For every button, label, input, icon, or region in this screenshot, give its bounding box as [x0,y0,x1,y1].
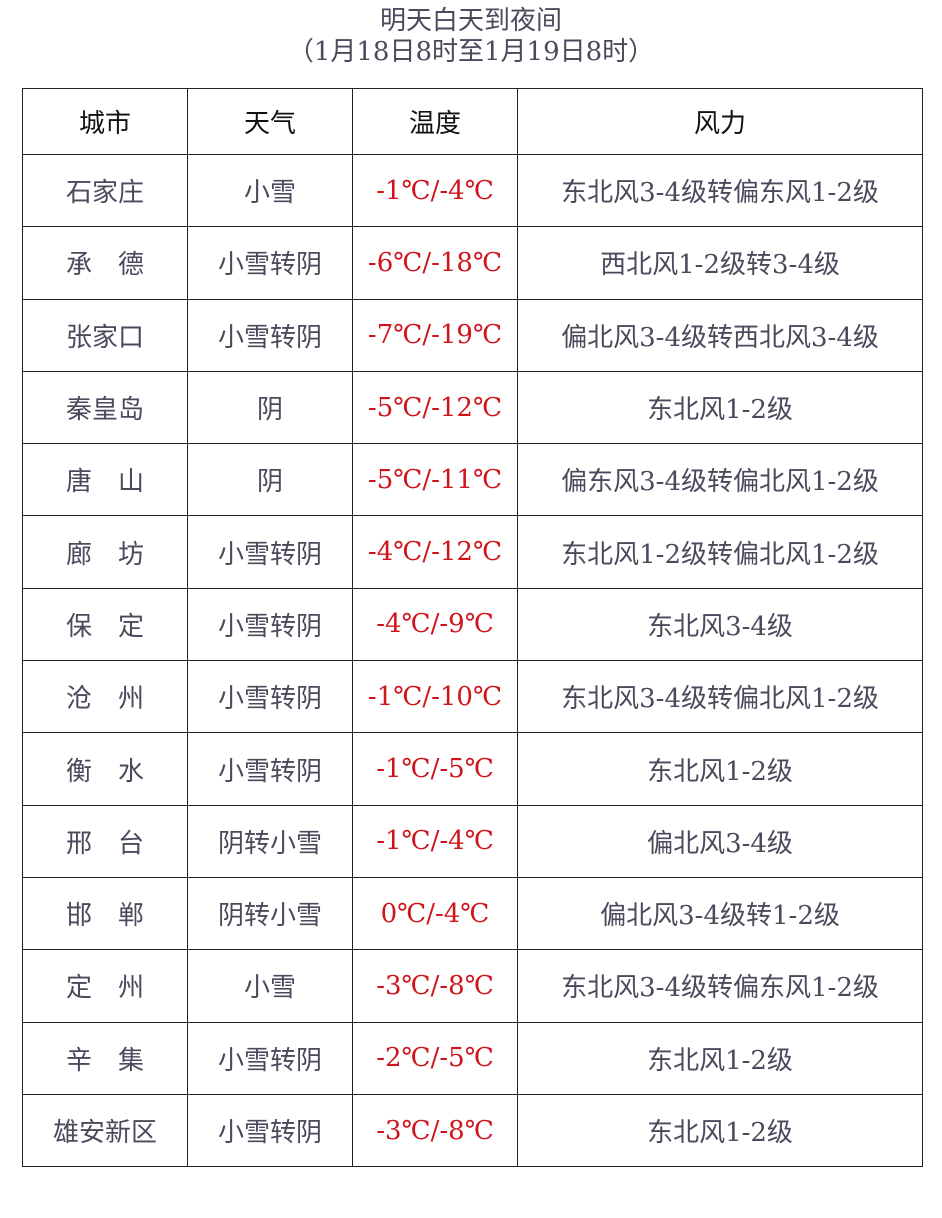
wind-cell: 东北风1-2级 [517,1021,923,1095]
weather-cell: 小雪转阴 [187,226,353,300]
table-header-row: 城市 天气 温度 风力 [22,88,923,155]
city-cell: 张家口 [22,298,188,372]
city-cell: 唐 山 [22,443,188,517]
table-row: 沧 州小雪转阴 -1℃/-10℃ 东北风3-4级转偏北风1-2级 [22,660,923,734]
weather-cell: 阴 [187,443,353,517]
wind-cell: 东北风3-4级转偏东风1-2级 [517,949,923,1023]
table-row: 定 州小雪 -3℃/-8℃ 东北风3-4级转偏东风1-2级 [22,949,923,1023]
temperature-cell: -1℃/-4℃ [352,804,518,878]
wind-cell: 偏东风3-4级转偏北风1-2级 [517,443,923,517]
wind-cell: 偏北风3-4级 [517,804,923,878]
city-cell: 邢 台 [22,804,188,878]
header-wind: 风力 [517,88,923,155]
temperature-cell: -1℃/-10℃ [352,660,518,734]
table-row: 石家庄 小雪 -1℃/-4℃ 东北风3-4级转偏东风1-2级 [22,153,923,228]
city-cell: 定 州 [22,949,188,1023]
city-cell: 衡 水 [22,732,188,806]
weather-cell: 小雪转阴 [187,515,353,589]
table-row: 承 德小雪转阴 -6℃/-18℃ 西北风1-2级转3-4级 [22,226,923,300]
city-cell: 保 定 [22,587,188,662]
temperature-cell: -3℃/-8℃ [352,949,518,1023]
city-cell: 邯 郸 [22,876,188,951]
temperature-cell: -7℃/-19℃ [352,298,518,372]
city-cell: 石家庄 [22,153,188,228]
table-row: 邯 郸阴转小雪 0℃/-4℃ 偏北风3-4级转1-2级 [22,876,923,951]
temperature-cell: -5℃/-12℃ [352,370,518,445]
header-city: 城市 [22,88,188,155]
wind-cell: 东北风1-2级 [517,1093,923,1168]
table-row: 邢 台阴转小雪 -1℃/-4℃ 偏北风3-4级 [22,804,923,878]
temperature-cell: -4℃/-12℃ [352,515,518,589]
temperature-cell: -2℃/-5℃ [352,1021,518,1095]
city-cell: 辛 集 [22,1021,188,1095]
city-cell: 承 德 [22,226,188,300]
weather-cell: 小雪 [187,153,353,228]
table-row: 秦皇岛阴 -5℃/-12℃ 东北风1-2级 [22,370,923,445]
table-row: 张家口 小雪转阴 -7℃/-19℃ 偏北风3-4级转西北风3-4级 [22,298,923,372]
temperature-cell: -1℃/-4℃ [352,153,518,228]
header-weather: 天气 [187,88,353,155]
temperature-cell: -3℃/-8℃ [352,1093,518,1168]
table-row: 雄安新区 小雪转阴 -3℃/-8℃ 东北风1-2级 [22,1093,923,1168]
header-temperature: 温度 [352,88,518,155]
wind-cell: 东北风1-2级转偏北风1-2级 [517,515,923,589]
temperature-cell: -5℃/-11℃ [352,443,518,517]
table-row: 辛 集小雪转阴 -2℃/-5℃ 东北风1-2级 [22,1021,923,1095]
weather-cell: 小雪转阴 [187,298,353,372]
weather-cell: 阴转小雪 [187,876,353,951]
weather-cell: 小雪转阴 [187,1093,353,1168]
document-subtitle: （1月18日8时至1月19日8时） [287,37,655,67]
table-row: 衡 水小雪转阴 -1℃/-5℃ 东北风1-2级 [22,732,923,806]
weather-cell: 小雪转阴 [187,732,353,806]
wind-cell: 东北风1-2级 [517,370,923,445]
city-cell: 雄安新区 [22,1093,188,1168]
city-cell: 沧 州 [22,660,188,734]
table-row: 保 定小雪转阴 -4℃/-9℃ 东北风3-4级 [22,587,923,662]
weather-cell: 阴转小雪 [187,804,353,878]
weather-cell: 小雪转阴 [187,660,353,734]
city-cell: 廊 坊 [22,515,188,589]
weather-cell: 小雪 [187,949,353,1023]
wind-cell: 东北风1-2级 [517,732,923,806]
weather-cell: 小雪转阴 [187,1021,353,1095]
temperature-cell: 0℃/-4℃ [352,876,518,951]
document-title: 明天白天到夜间 [379,6,562,36]
wind-cell: 西北风1-2级转3-4级 [517,226,923,300]
temperature-cell: -4℃/-9℃ [352,587,518,662]
table-row: 唐 山阴 -5℃/-11℃ 偏东风3-4级转偏北风1-2级 [22,443,923,517]
table-row: 廊 坊小雪转阴 -4℃/-12℃ 东北风1-2级转偏北风1-2级 [22,515,923,589]
weather-cell: 阴 [187,370,353,445]
wind-cell: 偏北风3-4级转西北风3-4级 [517,298,923,372]
weather-cell: 小雪转阴 [187,587,353,662]
temperature-cell: -1℃/-5℃ [352,732,518,806]
wind-cell: 东北风3-4级转偏北风1-2级 [517,660,923,734]
wind-cell: 偏北风3-4级转1-2级 [517,876,923,951]
temperature-cell: -6℃/-18℃ [352,226,518,300]
wind-cell: 东北风3-4级转偏东风1-2级 [517,153,923,228]
forecast-table: 城市 天气 温度 风力 石家庄 小雪 -1℃/-4℃ 东北风3-4级转偏东风1-2级承… [22,88,923,1168]
city-cell: 秦皇岛 [22,370,188,445]
wind-cell: 东北风3-4级 [517,587,923,662]
